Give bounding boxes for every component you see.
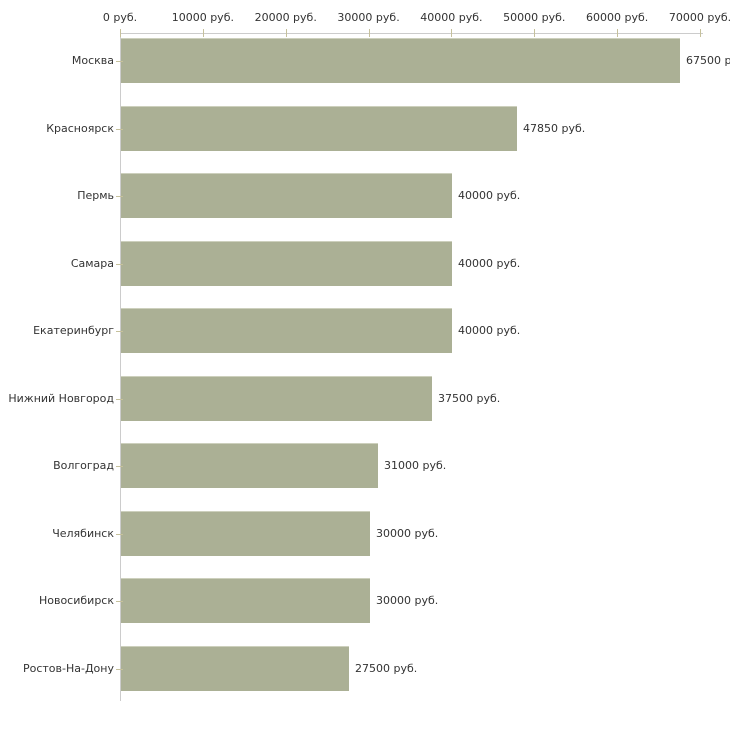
category-tick-mark — [116, 601, 123, 602]
bar — [121, 375, 432, 421]
value-label: 27500 руб. — [355, 661, 418, 675]
x-axis-tick-mark — [202, 29, 204, 37]
bar — [121, 443, 378, 488]
x-axis-tick-label: 50000 руб. — [503, 11, 566, 24]
category-label: Волгоград — [53, 459, 114, 472]
category-tick-mark — [116, 466, 123, 467]
category-label: Екатеринбург — [33, 324, 114, 337]
category-label: Москва — [71, 54, 114, 67]
value-label: 40000 руб. — [458, 256, 521, 270]
x-axis-tick-label: 40000 руб. — [420, 11, 483, 24]
category-tick-mark — [116, 128, 123, 130]
value-label: 30000 руб. — [376, 526, 439, 540]
category-tick-mark — [116, 61, 123, 62]
value-label: 30000 руб. — [376, 594, 439, 607]
category-tick-mark — [116, 196, 123, 197]
y-axis-line — [120, 33, 121, 701]
category-tick-mark — [116, 331, 123, 332]
x-axis-tick-mark — [285, 29, 287, 37]
x-axis-tick-label: 70000 руб. — [668, 11, 730, 24]
x-axis-tick-label: 20000 руб. — [254, 11, 317, 24]
value-label: 47850 руб. — [523, 121, 586, 135]
category-label: Ростов-На-Дону — [22, 661, 114, 675]
category-label: Самара — [70, 256, 114, 270]
bar — [121, 173, 452, 218]
x-axis-tick-mark — [120, 29, 121, 37]
value-label: 37500 руб. — [438, 391, 501, 405]
category-tick-mark — [116, 263, 123, 265]
x-axis-tick-mark — [534, 29, 536, 37]
category-label: Пермь — [77, 189, 114, 202]
bar — [121, 240, 452, 286]
bar — [121, 578, 370, 623]
x-axis-tick-label: 60000 руб. — [586, 11, 649, 24]
x-axis-tick-mark — [451, 29, 453, 37]
category-label: Новосибирск — [38, 594, 114, 607]
category-label: Красноярск — [46, 121, 114, 135]
category-tick-mark — [116, 398, 123, 400]
x-axis-tick-mark — [368, 29, 370, 37]
category-label: Нижний Новгород — [8, 391, 114, 405]
x-axis-tick-mark — [617, 29, 619, 37]
x-axis-tick-label: 10000 руб. — [171, 11, 234, 24]
bar — [121, 510, 370, 556]
bar — [121, 38, 680, 83]
category-label: Челябинск — [52, 526, 114, 540]
x-axis-line — [120, 33, 703, 34]
category-tick-mark — [116, 533, 123, 535]
x-axis-tick-label: 0 руб. — [102, 11, 138, 24]
value-label: 40000 руб. — [458, 324, 521, 337]
bar — [121, 105, 517, 151]
value-label: 67500 руб. — [686, 54, 730, 67]
x-axis-tick-label: 30000 руб. — [337, 11, 400, 24]
value-label: 40000 руб. — [458, 189, 521, 202]
bar — [121, 645, 349, 691]
x-axis-tick-mark — [700, 29, 701, 37]
category-tick-mark — [116, 668, 123, 670]
bar — [121, 308, 452, 353]
value-label: 31000 руб. — [384, 459, 447, 472]
